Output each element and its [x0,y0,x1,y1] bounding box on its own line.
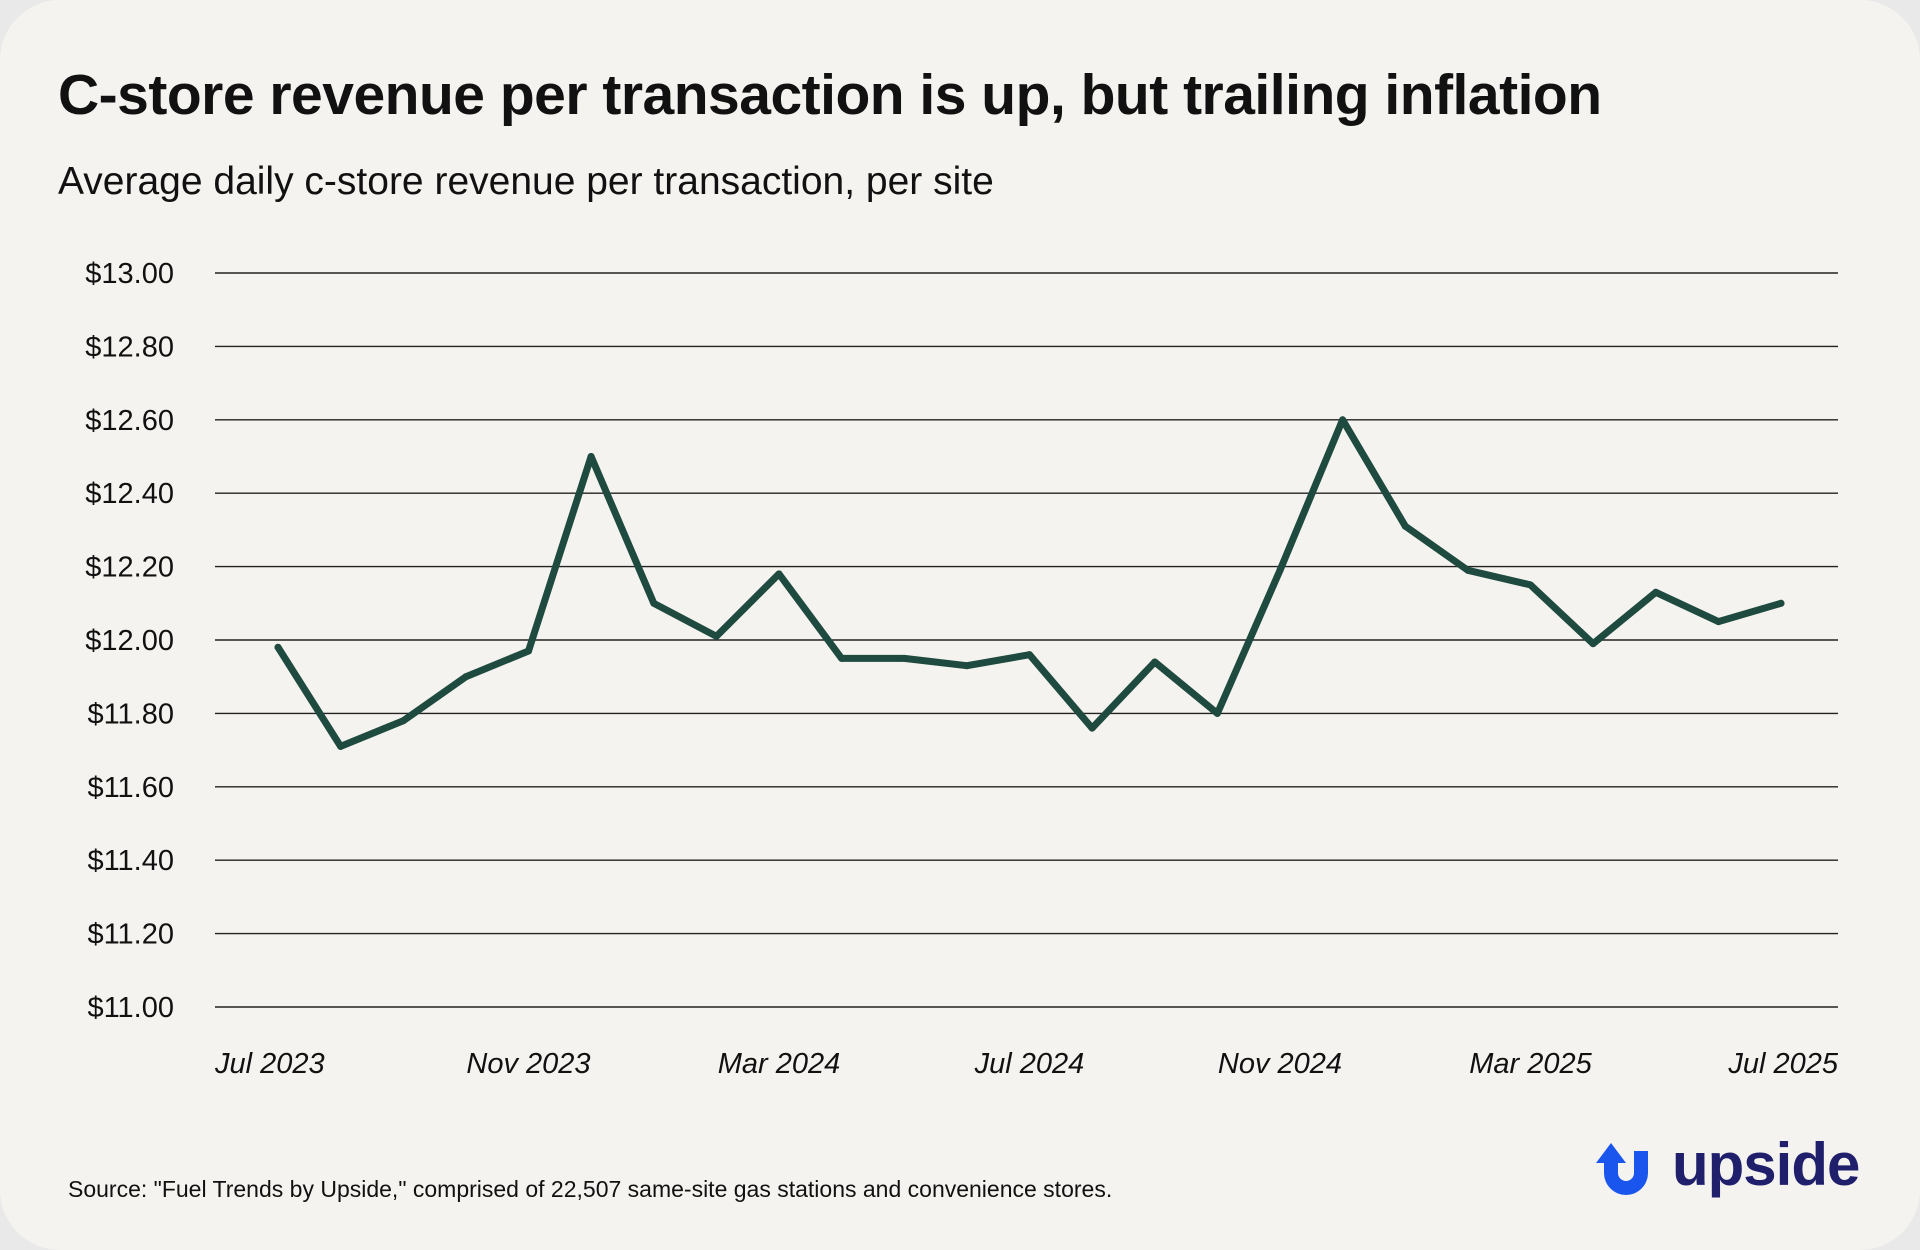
x-tick-label: Nov 2023 [466,1048,590,1080]
series-line [274,416,1785,750]
data-point: Jun 2025 [1714,618,1722,626]
y-tick-label: $11.60 [87,772,174,804]
data-point: Dec 2023 [587,453,595,460]
source-note: Source: "Fuel Trends by Upside," compris… [68,1176,1113,1202]
data-point: Feb 2024 [712,632,720,640]
upside-logo: upside [1594,1131,1864,1202]
data-point: Mar 2024 [775,570,783,578]
y-tick-label: $11.00 [87,992,174,1024]
data-point: Dec 2024 [1339,416,1347,424]
data-point: Nov 2024 [1276,566,1284,574]
x-tick-label: Nov 2024 [1218,1048,1342,1080]
data-point: Oct 2024 [1213,709,1221,717]
data-point: Nov 2023 [525,647,532,655]
line-chart: $13.00 $12.80 $12.60 $12.40 $12.20 $12.00 $11.… [85,258,1839,1080]
y-tick-label: $11.80 [87,698,174,730]
chart-title: C-store revenue per transaction is up, b… [58,63,1602,127]
data-point: Jul 2025 [1777,599,1785,607]
x-tick-label: Mar 2025 [1469,1048,1592,1080]
data-point: Sep 2023 [399,717,407,725]
gridlines [215,272,1838,1008]
x-tick-label: Jul 2023 [214,1048,325,1080]
y-tick-label: $12.20 [85,552,174,584]
data-point: Jun 2024 [963,662,971,670]
data-point: Mar 2025 [1527,581,1534,589]
logo-wordmark: upside [1672,1131,1860,1198]
data-point: Aug 2023 [337,742,345,750]
data-point: Aug 2024 [1088,724,1096,732]
upside-arrow-icon [1596,1143,1648,1195]
y-tick-label: $12.80 [85,331,174,363]
y-tick-label: $12.40 [85,478,174,510]
x-axis-tick-labels: Jul 2023 Nov 2023 Mar 2024 Jul 2024 Nov 2024… [214,1048,1839,1080]
data-point: May 2024 [900,654,908,662]
x-tick-label: Mar 2024 [718,1048,841,1080]
y-tick-label: $12.00 [85,625,174,657]
y-axis-tick-labels: $13.00 $12.80 $12.60 $12.40 $12.20 $12.00 $11.… [85,258,174,1024]
x-tick-label: Jul 2024 [974,1048,1085,1080]
data-point: Apr 2025 [1589,640,1597,648]
data-point: Feb 2025 [1464,566,1472,574]
data-point: Jul 2023 [274,643,282,651]
chart-subtitle: Average daily c-store revenue per transa… [58,160,994,203]
data-point: Sep 2024 [1151,658,1159,666]
series-layer: Jul 2023 Aug 2023 Sep 2023 Oct 2023 Nov 2023… [274,416,1785,750]
data-point: Apr 2024 [838,654,846,662]
data-point: Jan 2024 [650,599,658,607]
y-tick-label: $11.40 [87,845,174,877]
data-point: Jul 2024 [1026,651,1033,659]
x-tick-label: Jul 2025 [1727,1048,1839,1080]
data-point: May 2025 [1652,588,1660,596]
data-point: Jan 2025 [1401,522,1409,530]
data-point: Oct 2023 [462,673,470,681]
y-tick-label: $13.00 [85,258,174,290]
y-tick-label: $12.60 [85,405,174,437]
y-tick-label: $11.20 [87,919,174,951]
